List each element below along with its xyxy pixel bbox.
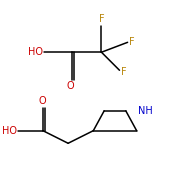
Text: HO: HO [28, 47, 43, 57]
Text: F: F [121, 67, 127, 77]
Text: NH: NH [138, 106, 153, 116]
Text: HO: HO [2, 126, 17, 136]
Text: F: F [129, 37, 135, 47]
Text: O: O [38, 96, 46, 106]
Text: F: F [99, 14, 104, 24]
Text: O: O [66, 81, 74, 91]
